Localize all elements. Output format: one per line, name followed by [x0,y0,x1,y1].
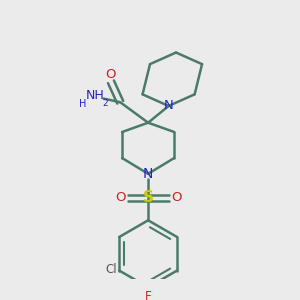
Text: F: F [145,290,152,300]
Text: N: N [164,100,173,112]
Text: S: S [142,190,154,206]
Text: 2: 2 [103,99,108,108]
Text: Cl: Cl [105,263,117,276]
Text: NH: NH [86,89,104,102]
Text: O: O [171,191,181,205]
Text: O: O [106,68,116,81]
Text: H: H [80,99,87,109]
Text: N: N [143,167,153,181]
Text: O: O [115,191,125,205]
